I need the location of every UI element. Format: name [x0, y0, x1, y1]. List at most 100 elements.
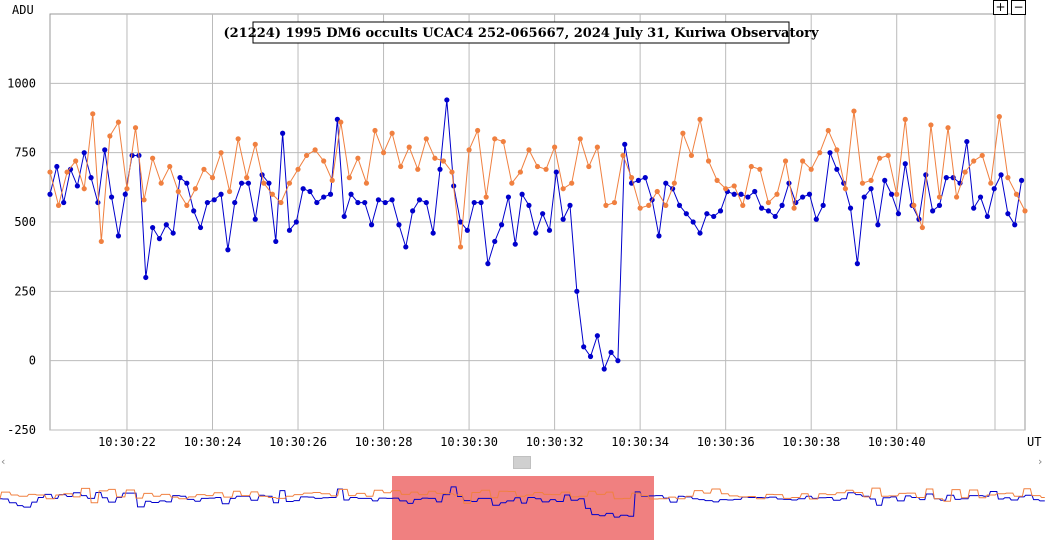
data-point [312, 147, 318, 153]
data-point [861, 194, 867, 200]
data-point [286, 180, 293, 186]
data-point [919, 224, 925, 231]
data-point [95, 199, 101, 206]
data-point [943, 175, 949, 181]
data-point [209, 175, 216, 181]
data-point [988, 180, 994, 186]
data-point [637, 205, 643, 211]
data-point [167, 163, 173, 170]
data-point [717, 208, 724, 214]
data-point [192, 186, 198, 192]
data-point [266, 180, 272, 186]
data-point [107, 133, 113, 139]
navigator-overview[interactable] [0, 476, 1045, 540]
title-layer: (21224) 1995 DM6 occults UCAC4 252-06566… [223, 21, 819, 44]
data-point [680, 130, 686, 136]
data-point [1013, 191, 1020, 197]
data-point [348, 191, 354, 197]
data-point [380, 150, 387, 156]
data-point [594, 144, 600, 150]
data-point [765, 199, 772, 206]
zoom-in-button[interactable]: + [993, 0, 1008, 15]
data-point [163, 222, 169, 228]
data-point [622, 141, 628, 147]
data-point [902, 161, 908, 167]
data-point [295, 166, 301, 172]
data-point [560, 186, 566, 192]
data-point [930, 208, 936, 214]
data-point [403, 244, 409, 250]
x-axis-label: UT [1027, 435, 1041, 449]
data-point [569, 180, 575, 186]
data-point [806, 191, 813, 197]
data-point [765, 208, 772, 214]
data-point [923, 172, 929, 178]
data-point [936, 202, 943, 208]
scroll-right-arrow-icon[interactable]: › [1038, 455, 1043, 468]
data-point [300, 186, 306, 192]
data-point [329, 177, 335, 183]
data-point [738, 191, 744, 197]
data-point [581, 344, 587, 350]
data-point [577, 136, 583, 142]
data-point [526, 147, 532, 153]
data-point [800, 158, 806, 164]
zoom-out-button[interactable]: − [1011, 0, 1026, 15]
data-point [971, 205, 977, 211]
data-point [483, 194, 489, 200]
data-point [201, 166, 207, 172]
data-point [714, 177, 720, 183]
data-point [998, 172, 1004, 178]
data-point [877, 155, 883, 161]
data-point [534, 163, 541, 170]
data-point [396, 222, 402, 228]
data-point [286, 227, 293, 233]
data-point [372, 127, 378, 134]
data-point [723, 186, 729, 192]
data-point [389, 130, 395, 136]
data-point [170, 230, 176, 236]
data-point [273, 238, 279, 245]
data-point [485, 261, 491, 267]
y-tick-label: -250 [7, 423, 36, 437]
scroll-left-arrow-icon[interactable]: ‹ [1, 455, 6, 468]
data-point [834, 147, 840, 153]
data-point [184, 180, 190, 186]
data-point [911, 202, 917, 208]
data-point [603, 202, 609, 208]
data-point [950, 175, 956, 181]
navigator-selection-window [392, 476, 654, 540]
data-point [646, 202, 652, 208]
data-point [437, 166, 443, 172]
data-point [303, 152, 310, 159]
y-tick-label: 500 [14, 215, 36, 229]
x-tick-label: 10:30:24 [184, 435, 242, 449]
data-point [177, 175, 183, 181]
data-point [227, 188, 233, 195]
x-tick-label: 10:30:30 [440, 435, 498, 449]
data-point [560, 216, 566, 222]
series-comparison [47, 108, 1028, 250]
data-point [244, 175, 250, 181]
x-tick-label: 10:30:38 [782, 435, 840, 449]
grid-layer [50, 14, 1025, 431]
data-point [868, 177, 874, 183]
data-point [362, 199, 368, 206]
data-point [47, 191, 53, 197]
data-point [615, 358, 621, 364]
data-point [587, 353, 594, 360]
data-point [676, 202, 683, 208]
data-point [478, 199, 484, 206]
series-target [47, 97, 1025, 372]
data-point [517, 169, 523, 175]
data-point [817, 150, 823, 156]
scrollbar-thumb[interactable] [513, 456, 531, 469]
chart-title-box: (21224) 1995 DM6 occults UCAC4 252-06566… [223, 21, 819, 44]
data-point [1018, 177, 1025, 183]
data-point [398, 163, 404, 170]
data-point [688, 152, 695, 159]
data-point [888, 191, 895, 197]
data-point [466, 147, 472, 153]
series-layer [47, 97, 1028, 372]
data-point [158, 180, 164, 186]
